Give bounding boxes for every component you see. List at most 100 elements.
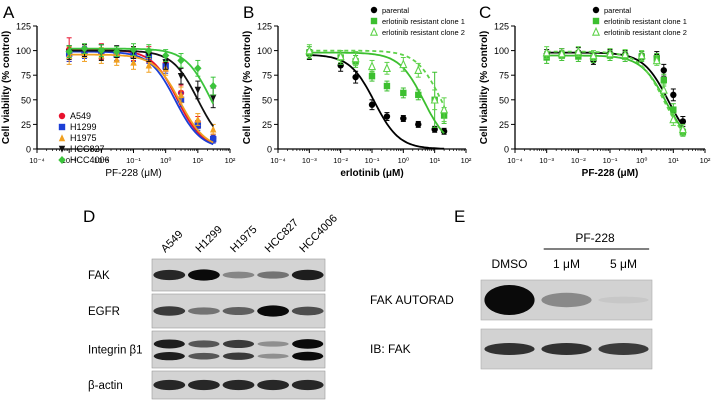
x-tick-label: 10⁻⁴ xyxy=(507,156,523,165)
blot-band xyxy=(292,351,324,361)
blot-band xyxy=(222,379,255,391)
legend-marker xyxy=(370,17,378,25)
data-point xyxy=(145,61,153,69)
y-tick-label: 50 xyxy=(262,95,272,105)
chart-b: 0 25 50 75 100 125 10⁻⁴ 10⁻³ 10⁻² 10⁻¹ 10⁰ 10¹ 10² er… xyxy=(242,6,472,179)
x-tick-label: 10¹ xyxy=(668,156,679,165)
legend-marker xyxy=(592,6,600,14)
blot-d-lane-label: H1975 xyxy=(228,224,259,255)
data-point xyxy=(336,51,345,61)
x-tick-label: 10² xyxy=(225,156,236,165)
blot-d-lane-label: H1299 xyxy=(194,224,225,255)
data-point xyxy=(589,50,598,60)
data-point xyxy=(177,72,185,80)
blot-band xyxy=(541,343,592,355)
y-tick-label: 50 xyxy=(21,95,31,105)
y-tick-label: 100 xyxy=(257,46,272,56)
x-tick-label: 10² xyxy=(461,156,472,165)
fit-curve xyxy=(69,53,214,144)
y-tick-label: 50 xyxy=(499,95,509,105)
data-point xyxy=(209,94,217,102)
blot-band xyxy=(187,269,220,281)
data-point xyxy=(621,49,630,59)
legend-marker xyxy=(58,123,66,131)
x-tick-label: 10⁻⁴ xyxy=(29,156,45,165)
blot-d-row-label: EGFR xyxy=(88,306,120,318)
blot-band xyxy=(222,271,255,279)
data-point xyxy=(400,89,407,97)
x-tick-label: 10⁻¹ xyxy=(603,156,618,165)
data-point xyxy=(637,50,646,60)
series-erlotinib-resistant-clone-1 xyxy=(306,46,448,134)
data-point xyxy=(113,55,120,63)
data-point xyxy=(209,135,217,143)
data-point xyxy=(194,115,202,123)
legend-marker xyxy=(58,145,66,153)
x-tick-label: 10⁰ xyxy=(398,156,409,165)
blot-d-row-label: β-actin xyxy=(88,380,123,392)
y-tick-label: 125 xyxy=(16,22,31,32)
panel-letter-b: B xyxy=(243,3,254,22)
y-tick-label: 25 xyxy=(21,120,31,130)
data-point xyxy=(430,94,439,104)
x-tick-label: 10⁰ xyxy=(636,156,647,165)
legend-marker xyxy=(369,26,379,36)
y-tick-label: 0 xyxy=(26,145,31,155)
y-axis-label: Cell viability (% control) xyxy=(242,31,253,144)
data-point xyxy=(351,53,360,63)
chart-a: 0 25 50 75 100 125 10⁻⁴ 10⁻³ 10⁻² 10⁻¹ 10⁰ 10¹ 10² PF… xyxy=(1,22,236,180)
y-tick-label: 25 xyxy=(499,120,509,130)
x-tick-label: 10¹ xyxy=(429,156,440,165)
blot-band xyxy=(484,285,535,315)
blot-e-lane-label: DMSO xyxy=(492,257,528,271)
legend-label: parental xyxy=(604,6,631,15)
x-tick-label: 10⁻³ xyxy=(62,156,77,165)
data-point xyxy=(130,58,137,66)
blot-d-lane-label: A549 xyxy=(159,228,186,255)
data-point xyxy=(177,91,185,99)
blot-band xyxy=(257,305,290,317)
blot-d-lane-label: HCC4006 xyxy=(297,212,340,255)
blot-band xyxy=(222,306,255,316)
blot-band xyxy=(257,379,290,391)
data-point xyxy=(337,62,344,69)
legend-marker xyxy=(592,17,600,25)
data-point xyxy=(383,113,391,120)
data-point xyxy=(352,73,359,81)
data-point xyxy=(652,55,661,65)
data-point xyxy=(161,51,170,60)
fit-curve xyxy=(309,54,445,150)
blot-band xyxy=(222,352,255,360)
y-tick-label: 125 xyxy=(257,22,272,32)
x-axis-label: PF-228 (μM) xyxy=(582,168,639,179)
blot-e-treatment-label: PF-228 xyxy=(575,231,615,245)
blot-band xyxy=(153,352,185,361)
blot-band xyxy=(153,306,186,316)
data-point xyxy=(367,61,377,71)
blot-band xyxy=(187,379,220,391)
legend-label: HCC827 xyxy=(70,144,105,154)
x-tick-label: 10² xyxy=(700,156,711,165)
panel-letter-e: E xyxy=(454,207,465,226)
legend-label: erlotinib resistant clone 2 xyxy=(604,28,687,37)
panel-letter-d: D xyxy=(83,207,95,226)
blot-e-lane-label: 1 μM xyxy=(553,257,580,271)
blot-band xyxy=(257,271,290,279)
data-point xyxy=(209,125,217,133)
data-point xyxy=(679,118,687,125)
data-point xyxy=(194,64,202,73)
data-point xyxy=(659,84,668,94)
western-blot-e: PF-228 DMSO 1 μM 5 μM FAK AUTORAD IB: FAK xyxy=(370,231,653,370)
blot-band xyxy=(187,307,220,315)
blot-band xyxy=(292,339,324,349)
blot-band xyxy=(153,269,186,281)
fit-curve xyxy=(69,47,215,105)
data-point xyxy=(670,91,677,99)
y-tick-label: 100 xyxy=(494,46,509,56)
blot-band xyxy=(153,339,185,349)
blot-band xyxy=(188,352,220,360)
data-point xyxy=(112,47,121,56)
data-point xyxy=(414,65,423,75)
panel-letter-c: C xyxy=(479,3,491,22)
